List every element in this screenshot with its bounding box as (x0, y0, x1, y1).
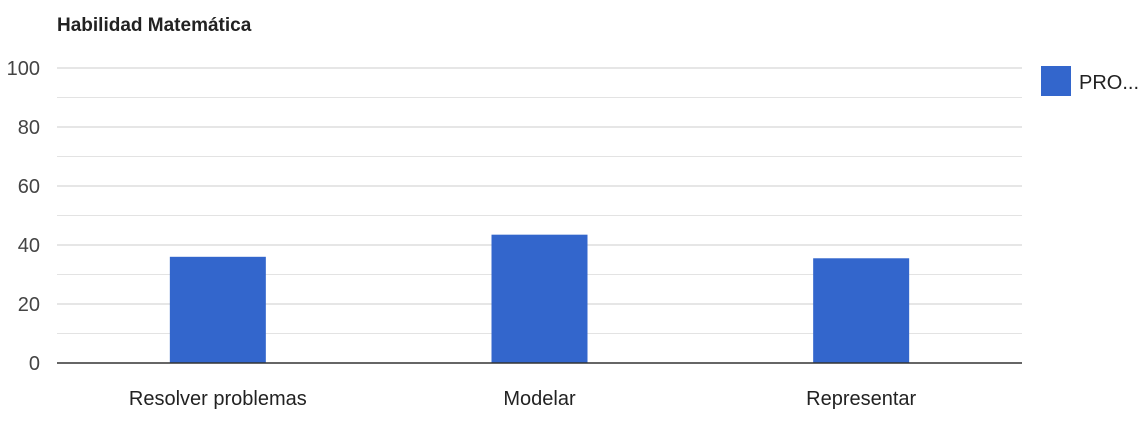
legend-label: PRO... (1079, 72, 1139, 94)
legend-swatch (1041, 66, 1071, 96)
x-category-label: Modelar (503, 388, 576, 410)
y-tick-label: 20 (18, 294, 40, 316)
x-category-label: Resolver problemas (129, 388, 307, 410)
bar-resolver-problemas (169, 256, 266, 363)
bar-representar (813, 258, 910, 363)
bar-modelar (491, 234, 588, 363)
x-category-label: Representar (806, 388, 916, 410)
y-tick-label: 60 (18, 176, 40, 198)
bars (57, 234, 1022, 364)
y-tick-label: 0 (29, 353, 40, 375)
x-axis-labels: Resolver problemas Modelar Representar (129, 388, 917, 410)
y-tick-label: 80 (18, 117, 40, 139)
legend: PRO... (1041, 66, 1139, 96)
y-tick-label: 100 (7, 58, 40, 80)
y-tick-label: 40 (18, 235, 40, 257)
y-axis-ticks: 0 20 40 60 80 100 (7, 58, 40, 375)
chart-title: Habilidad Matemática (57, 15, 252, 36)
